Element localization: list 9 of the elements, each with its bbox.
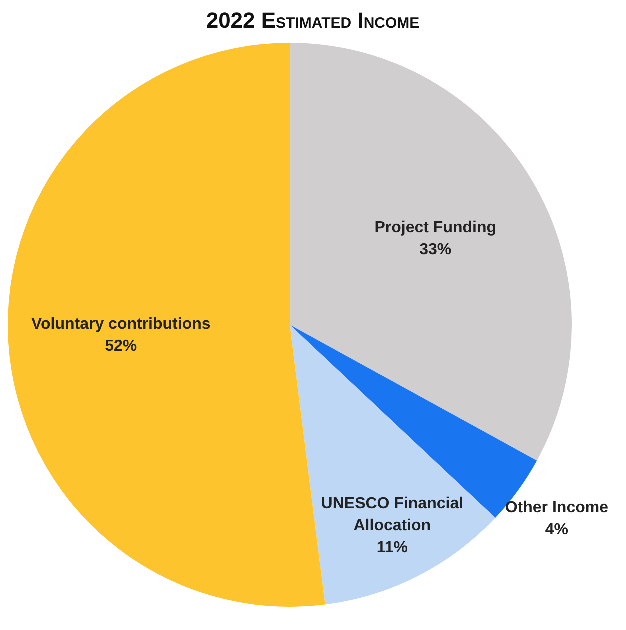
chart-title: 2022 Estimated Income [205, 8, 421, 34]
slice-label: Voluntary contributions [32, 316, 211, 334]
slice-label: Project Funding [374, 219, 497, 236]
slice-label: Other Income [505, 499, 609, 516]
slice-label: UNESCO Financial Allocation [321, 495, 464, 534]
data-label: 33% [420, 241, 452, 258]
data-label: 11% [376, 539, 408, 556]
data-label: 4% [545, 521, 568, 538]
data-label: 52% [105, 338, 138, 356]
